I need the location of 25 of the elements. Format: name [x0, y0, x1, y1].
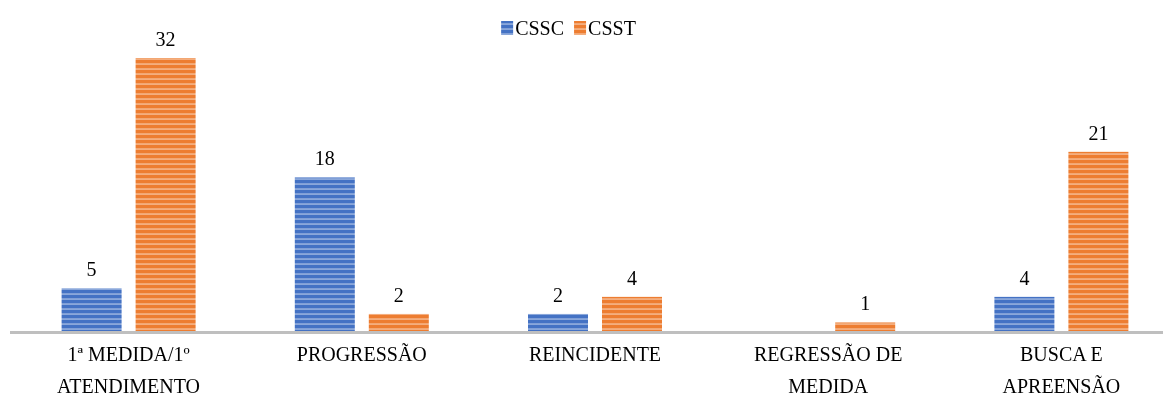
- data-label: 21: [1088, 121, 1109, 144]
- bar: [528, 313, 588, 331]
- legend-label: CSSC: [515, 17, 565, 39]
- x-tick-label: REGRESSÃO DE MEDIDA: [754, 342, 903, 397]
- bar: [135, 58, 196, 331]
- data-label: 5: [86, 258, 97, 281]
- data-label: 2: [393, 283, 404, 306]
- legend-label: CSST: [588, 17, 636, 39]
- bar: [994, 296, 1055, 331]
- x-tick-label: 1ª MEDIDA/1º ATENDIMENTO: [57, 343, 201, 397]
- bar: [835, 322, 896, 331]
- data-label: 4: [1019, 266, 1030, 289]
- bar: [294, 177, 355, 331]
- bar: [602, 296, 662, 331]
- data-label: 4: [627, 266, 637, 289]
- data-label: 32: [155, 28, 176, 50]
- data-label: 18: [314, 147, 335, 170]
- data-label: 2: [553, 283, 563, 306]
- x-tick-label: PROGRESSÃO: [296, 342, 427, 365]
- data-label: 1: [860, 292, 871, 315]
- x-tick-label: REINCIDENTE: [528, 343, 662, 365]
- bar: [61, 288, 122, 331]
- x-tick-label: BUSCA E APREENSÃO: [1002, 343, 1121, 397]
- bar: [368, 313, 429, 331]
- bar: [1068, 151, 1129, 331]
